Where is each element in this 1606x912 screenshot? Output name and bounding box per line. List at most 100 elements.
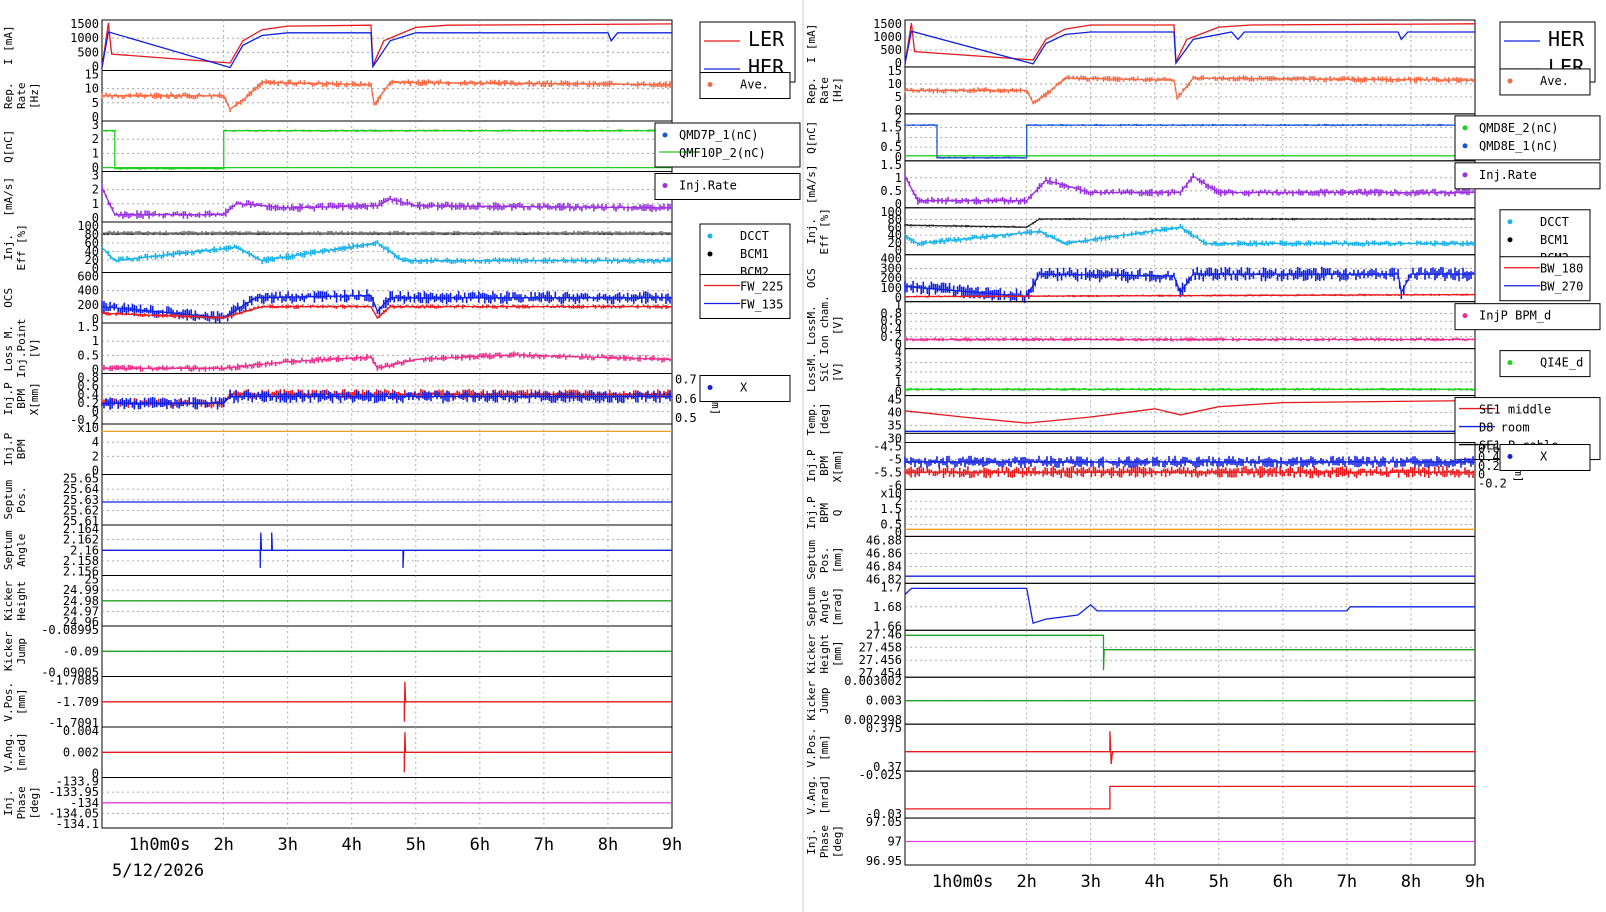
x-tick-label: 9h: [662, 835, 682, 855]
y-tick-label: 200: [77, 298, 99, 312]
y-axis-label: Septum: [2, 480, 15, 520]
y-tick-label: 3: [92, 118, 99, 132]
y-tick-label: 0: [92, 60, 99, 74]
y-tick-label: 25.65: [63, 472, 99, 486]
y-axis-label: Septum: [2, 530, 15, 570]
legend-swatch: [707, 251, 713, 257]
legend-label: QMD7P_1(nC): [679, 128, 758, 142]
y-tick-label: 24.99: [63, 583, 99, 597]
x-tick-label: 5h: [1209, 872, 1229, 892]
legend-box: [1454, 303, 1601, 331]
y-tick-label: 0.6: [880, 314, 902, 328]
y-tick-label: 25: [85, 573, 99, 587]
panel-septum_angle: 1.7 1.68 1.66 Septum Angle [mrad]: [805, 580, 1476, 633]
y-tick-label: 0.5: [77, 348, 99, 362]
legend-swatch: [1507, 219, 1513, 225]
y-tick-label: 2: [92, 449, 99, 463]
y-tick-label: 0: [92, 767, 99, 781]
y-axis-label: LossM.: [805, 352, 818, 392]
y-tick-label: 25.61: [63, 514, 99, 528]
y-tick-label: 96.95: [866, 854, 902, 868]
legend-box: [699, 72, 791, 99]
x-tick-label: 4h: [342, 835, 362, 855]
series-line: [905, 731, 1475, 765]
y-tick-label: 97: [888, 835, 902, 849]
legend-label: HER: [1548, 27, 1585, 51]
y-tick-label: 0: [895, 56, 902, 70]
legend-label: Ave.: [740, 78, 769, 92]
y-tick-label: 27.454: [859, 666, 902, 680]
panel-bpm_x: 0.80.60.40.20-0.20.70.60.5Y[mm]Inj.PBPMX…: [2, 371, 791, 427]
y-axis-label: Phase: [818, 825, 831, 858]
series-line: [905, 77, 1476, 104]
x-tick-label: 7h: [1337, 872, 1357, 892]
y-axis-label: I [mA]: [805, 24, 818, 64]
y-tick-label: 46.84: [866, 559, 902, 573]
legend-label: D8 room: [1479, 421, 1530, 435]
y-tick-label: 2.164: [63, 522, 99, 536]
y-axis-label: Q[nC]: [805, 121, 818, 154]
series-line: [102, 732, 672, 773]
legend: Inj.Rate: [654, 173, 801, 200]
y-axis-label: Jump: [818, 687, 831, 714]
legend-box: [654, 173, 801, 200]
y-tick-label: 1.66: [873, 619, 902, 633]
y-tick-label: x10: [880, 486, 902, 500]
y-tick-label: 80: [888, 213, 902, 227]
y-axis-label: Angle: [15, 534, 28, 567]
y-tick-label: -5: [888, 452, 902, 466]
legend-label: X: [740, 381, 748, 395]
series-line: [102, 354, 673, 370]
y-axis-label: V.Pos.: [2, 682, 15, 722]
y-axis-label: Inj.P: [2, 432, 15, 465]
y-axis-label: BPM: [15, 388, 28, 408]
y-tick-label: 3: [895, 355, 902, 369]
y-tick-label: 35: [888, 419, 902, 433]
legend-swatch: [1507, 78, 1513, 84]
series-line: [904, 273, 1475, 298]
y-axis-label: Kicker: [805, 634, 818, 674]
y-tick-label: 24.97: [63, 604, 99, 618]
y-tick-label: 15: [888, 64, 902, 78]
legend-swatch: [707, 82, 713, 87]
x-tick-label: 1h0m0s: [129, 835, 190, 855]
legend: Ave.: [1499, 68, 1591, 96]
y-axis-label: Inj.: [805, 218, 818, 245]
y-tick-label: 2: [895, 494, 902, 508]
y-tick-label: 0: [92, 405, 99, 419]
date-label: 5/12/2026: [112, 861, 204, 881]
panel-bpm_x: -4.5-5-5.5-60.60.40.20-0.2Y[mm]Inj.PBPMX…: [805, 440, 1591, 492]
legend-box: [1499, 68, 1591, 96]
y-axis-label: BPM: [818, 456, 831, 476]
series-line: [904, 399, 1476, 424]
y-tick-label: 5: [92, 96, 99, 110]
legend-label: QI4E_d: [1540, 356, 1583, 370]
y-tick-label: 0: [92, 110, 99, 124]
y-axis-label: Loss M.: [2, 325, 15, 371]
y-tick-label: 1000: [70, 31, 99, 45]
right-tick-label: 0.6: [675, 392, 697, 406]
legend-label: Ave.: [1540, 74, 1569, 88]
series-line: [904, 587, 1475, 625]
y-tick-label: 2: [895, 365, 902, 379]
y-tick-label: -1.709: [56, 695, 99, 709]
y-axis-label: Pos.: [15, 487, 28, 514]
legend-label: BW_270: [1540, 280, 1583, 294]
legend-box: [1454, 162, 1601, 190]
y-tick-label: -4.5: [873, 440, 902, 454]
y-axis-label: LossM.: [805, 305, 818, 345]
legend-swatch: [662, 132, 668, 138]
panel-inj_phase: 97.05 97 96.95 Inj. Phase [deg]: [805, 815, 1476, 868]
y-axis-label: Rate: [15, 83, 28, 110]
legend-swatch: [1507, 360, 1513, 366]
y-tick-label: 0.5: [880, 518, 902, 532]
y-tick-label: -0.025: [859, 768, 902, 782]
y-axis-label: Q[nC]: [2, 130, 15, 163]
y-tick-label: 46.86: [866, 546, 902, 560]
series-line: [101, 31, 672, 69]
